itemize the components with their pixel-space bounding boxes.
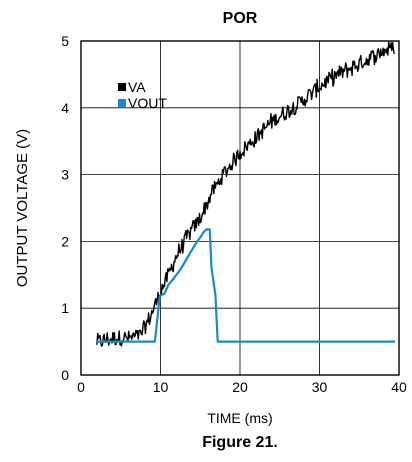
x-axis-label: TIME (ms) xyxy=(207,410,272,426)
data-series xyxy=(96,41,395,347)
legend-label-vout: VOUT xyxy=(128,95,167,111)
series-line-va xyxy=(96,41,395,347)
y-tick-label: 0 xyxy=(61,367,69,383)
plot-frame xyxy=(80,40,400,376)
x-tick-label: 20 xyxy=(232,379,248,395)
y-tick-label: 3 xyxy=(61,167,69,183)
legend-swatch-vout xyxy=(118,99,126,107)
y-tick-label: 1 xyxy=(61,300,69,316)
series-line-vout xyxy=(96,228,395,343)
x-tick-labels: 0 10 20 30 40 xyxy=(77,379,407,395)
figure-caption: Figure 21. xyxy=(202,434,278,451)
y-tick-label: 2 xyxy=(61,233,69,249)
y-tick-label: 5 xyxy=(61,33,69,49)
legend: VA VOUT xyxy=(118,79,167,111)
y-tick-labels: 0 1 2 3 4 5 xyxy=(61,33,69,383)
grid-lines xyxy=(81,41,399,375)
chart-title: POR xyxy=(223,10,258,27)
legend-swatch-va xyxy=(118,83,126,91)
y-axis-label: OUTPUT VOLTAGE (V) xyxy=(14,129,31,287)
x-tick-label: 30 xyxy=(312,379,328,395)
x-tick-label: 10 xyxy=(153,379,169,395)
x-tick-label: 0 xyxy=(77,379,85,395)
legend-label-va: VA xyxy=(128,79,146,95)
y-tick-label: 4 xyxy=(61,100,69,116)
x-tick-label: 40 xyxy=(391,379,407,395)
